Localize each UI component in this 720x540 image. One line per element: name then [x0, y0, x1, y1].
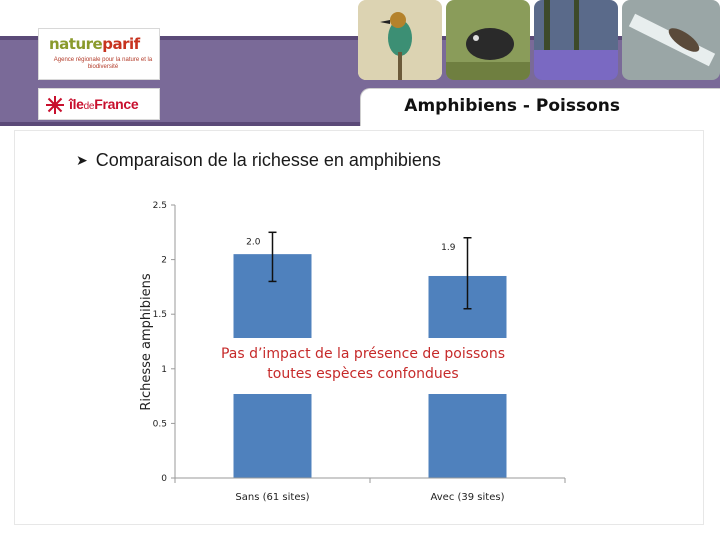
- logo-text-de: de: [83, 101, 95, 112]
- bullet-heading: ➤ Comparaison de la richesse en amphibie…: [76, 150, 441, 171]
- logo-text-parif: parif: [102, 35, 140, 53]
- annotation-box: Pas d’impact de la présence de poissons …: [196, 338, 530, 394]
- logo-text-nature: nature: [49, 35, 103, 53]
- page-title: Amphibiens - Poissons: [404, 96, 620, 116]
- photo-bluebells: [534, 0, 618, 80]
- photo-bird: [358, 0, 442, 80]
- y-axis-label: Richesse amphibiens: [139, 273, 154, 411]
- photo-fish: [622, 0, 720, 80]
- y-tick-label: 0: [161, 474, 167, 484]
- y-tick-label: 2.5: [153, 201, 167, 211]
- annotation-line-1: Pas d’impact de la présence de poissons: [220, 346, 506, 362]
- y-tick-label: 2: [161, 256, 167, 266]
- data-label: 2.0: [246, 237, 261, 247]
- logo-text-ile: île: [69, 96, 84, 112]
- iledefrance-logo: îledeFrance: [38, 88, 160, 120]
- x-axis: Sans (61 sites) Avec (39 sites): [174, 477, 566, 503]
- y-tick-label: 1: [161, 365, 167, 375]
- y-tick-label: 1.5: [153, 310, 167, 320]
- x-category-label: Avec (39 sites): [431, 492, 505, 503]
- x-category-label: Sans (61 sites): [235, 492, 309, 503]
- content-frame: [14, 130, 704, 525]
- annotation-line-2: toutes espèces confondues: [267, 366, 459, 382]
- data-label: 1.9: [441, 243, 456, 253]
- logo-tagline: Agence régionale pour la nature et la bi…: [53, 57, 153, 70]
- natureparif-logo: natureparif Agence régionale pour la nat…: [38, 28, 160, 80]
- bullet-text: Comparaison de la richesse en amphibiens: [95, 150, 441, 170]
- arrow-bullet-icon: ➤: [76, 152, 88, 168]
- title-tab: [360, 88, 720, 126]
- y-tick-label: 0.5: [153, 419, 167, 429]
- y-axis: 0 0.5 1 1.5 2 2.5: [153, 201, 176, 484]
- logo-text-france: France: [94, 96, 139, 112]
- photo-mole: [446, 0, 530, 80]
- idf-star-icon: [46, 96, 64, 114]
